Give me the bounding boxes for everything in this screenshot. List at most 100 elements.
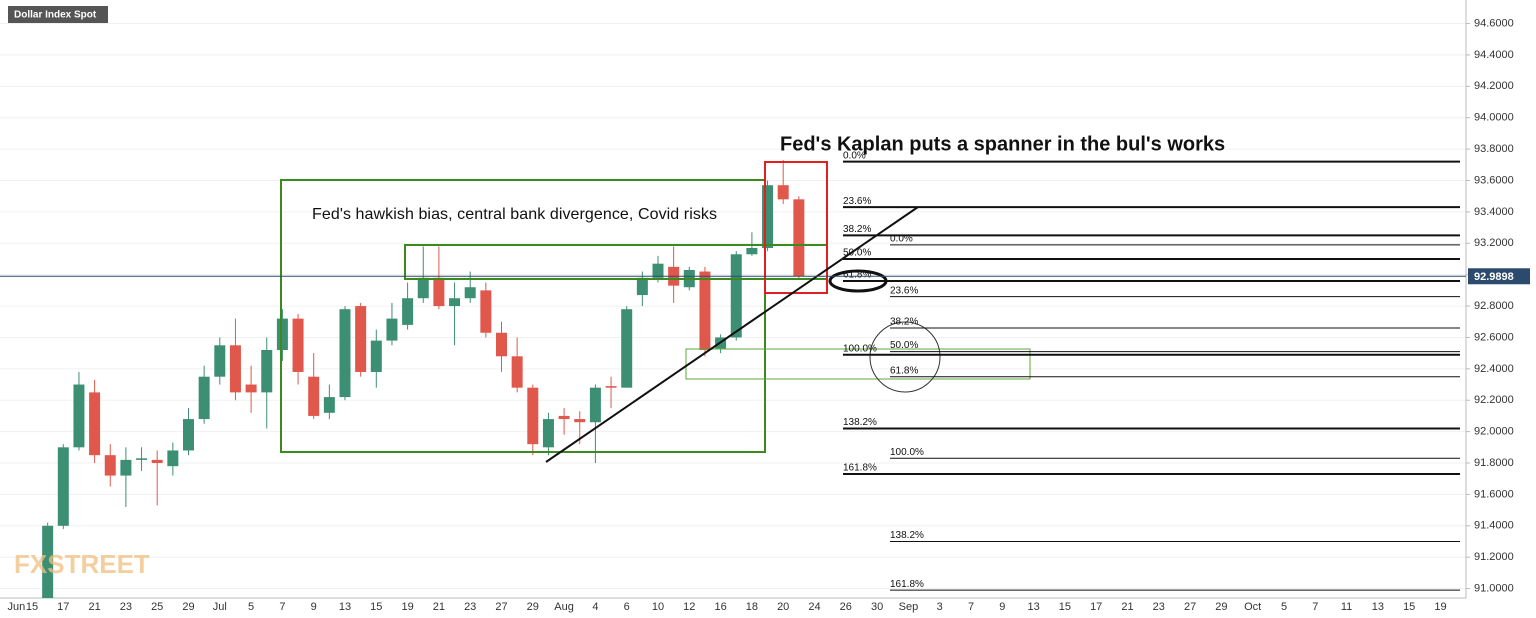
x-tick-label: Sep: [899, 601, 919, 613]
x-tick-label: 4: [592, 601, 598, 613]
fib-label: 100.0%: [843, 343, 877, 354]
x-tick-label: 29: [182, 601, 194, 613]
x-tick-label: 10: [652, 601, 664, 613]
x-tick-label: Jun: [7, 601, 25, 613]
y-tick-label: 92.8000: [1474, 300, 1514, 312]
candle-body: [621, 309, 633, 388]
candle-body: [777, 185, 789, 200]
fib-label: 138.2%: [843, 417, 877, 428]
candle-body: [652, 263, 664, 278]
candle-body: [762, 185, 774, 248]
chart-title: Dollar Index Spot: [14, 10, 97, 21]
x-tick-label: 13: [339, 601, 351, 613]
candle-body: [511, 356, 523, 388]
range-box: [280, 179, 766, 453]
y-tick-label: 93.4000: [1474, 206, 1514, 218]
headline: Fed's Kaplan puts a spanner in the bul's…: [780, 133, 1225, 155]
candle-body: [574, 419, 586, 423]
candle-body: [386, 318, 398, 341]
x-tick-label: 16: [714, 601, 726, 613]
x-tick-label: 17: [57, 601, 69, 613]
y-tick-label: 92.4000: [1474, 363, 1514, 375]
fib-label: 38.2%: [890, 317, 918, 328]
candle-body: [229, 345, 241, 393]
candle-body: [480, 290, 492, 333]
candle-body: [42, 525, 54, 598]
x-tick-label: 7: [279, 601, 285, 613]
candle-body: [73, 384, 85, 448]
candle-body: [136, 458, 148, 460]
x-tick-label: 23: [464, 601, 476, 613]
x-tick-label: 9: [999, 601, 1005, 613]
candle-body: [746, 247, 758, 255]
fib-label: 23.6%: [843, 196, 871, 207]
y-tick-label: 94.4000: [1474, 49, 1514, 61]
candle-body: [167, 450, 179, 467]
fib-label: 0.0%: [843, 150, 866, 161]
candle-body: [699, 271, 711, 351]
fib-label: 38.2%: [843, 224, 871, 235]
x-tick-label: 7: [1312, 601, 1318, 613]
y-tick-label: 93.6000: [1474, 174, 1514, 186]
candle-body: [339, 309, 351, 398]
x-tick-label: 18: [746, 601, 758, 613]
y-tick-label: 94.2000: [1474, 80, 1514, 92]
fib-label: 61.8%: [843, 270, 871, 281]
candle-body: [57, 447, 69, 526]
candle-body: [355, 306, 367, 372]
candle-body: [323, 397, 335, 413]
y-tick-label: 91.8000: [1474, 457, 1514, 469]
highlight-circle: [869, 321, 941, 393]
x-tick-label: 27: [495, 601, 507, 613]
x-tick-label: 26: [840, 601, 852, 613]
candles: [42, 160, 805, 598]
x-tick-label: 20: [777, 601, 789, 613]
candle-body: [496, 332, 507, 357]
candle-body: [89, 392, 101, 456]
candle-body: [370, 340, 382, 372]
x-tick-label: 23: [120, 601, 132, 613]
candle-body: [589, 387, 601, 423]
y-tick-label: 93.8000: [1474, 143, 1514, 155]
y-tick-label: 91.2000: [1474, 551, 1514, 563]
x-tick-label: 9: [311, 601, 317, 613]
x-tick-label: Jul: [213, 601, 227, 613]
last-price-box: [1468, 268, 1530, 285]
y-tick-label: 92.2000: [1474, 394, 1514, 406]
fibonacci: 0.0% 23.6% 38.2% 50.0% 61.8% 100.0% 138.2% 161.…: [843, 150, 1460, 591]
y-tick-label: 94.6000: [1474, 17, 1514, 29]
x-tick-label: 25: [151, 601, 163, 613]
watermark: FXSTREET: [14, 549, 150, 579]
fib-label: 23.6%: [890, 285, 918, 296]
candle-body: [120, 459, 132, 476]
candle-body: [214, 345, 226, 377]
x-tick-label: 21: [1121, 601, 1133, 613]
x-tick-label: 13: [1027, 601, 1039, 613]
candle-body: [261, 350, 273, 393]
x-tick-label: 13: [1372, 601, 1384, 613]
fib-label: 161.8%: [843, 463, 877, 474]
fib-label: 0.0%: [890, 233, 913, 244]
candle-body: [605, 386, 617, 388]
x-tick-label: 21: [88, 601, 100, 613]
x-tick-label: 29: [1215, 601, 1227, 613]
candle-body: [151, 459, 163, 464]
axes: 91.0000 91.2000 91.4000 91.6000 91.8000 92.00…: [7, 17, 1513, 612]
x-tick-label: 3: [937, 601, 943, 613]
x-tick-label: 5: [1281, 601, 1287, 613]
candle-body: [793, 199, 805, 277]
fib-label: 138.2%: [890, 530, 924, 541]
x-tick-label: 30: [871, 601, 883, 613]
x-tick-label: Aug: [554, 601, 574, 613]
x-tick-label: 15: [26, 601, 38, 613]
y-tick-label: 91.4000: [1474, 520, 1514, 532]
fib-label: 161.8%: [890, 579, 924, 590]
candle-body: [433, 277, 445, 307]
x-tick-label: 15: [1403, 601, 1415, 613]
candle-body: [308, 376, 320, 416]
x-tick-label: 7: [968, 601, 974, 613]
candle-body: [464, 287, 476, 299]
resistance-box: [404, 244, 828, 280]
